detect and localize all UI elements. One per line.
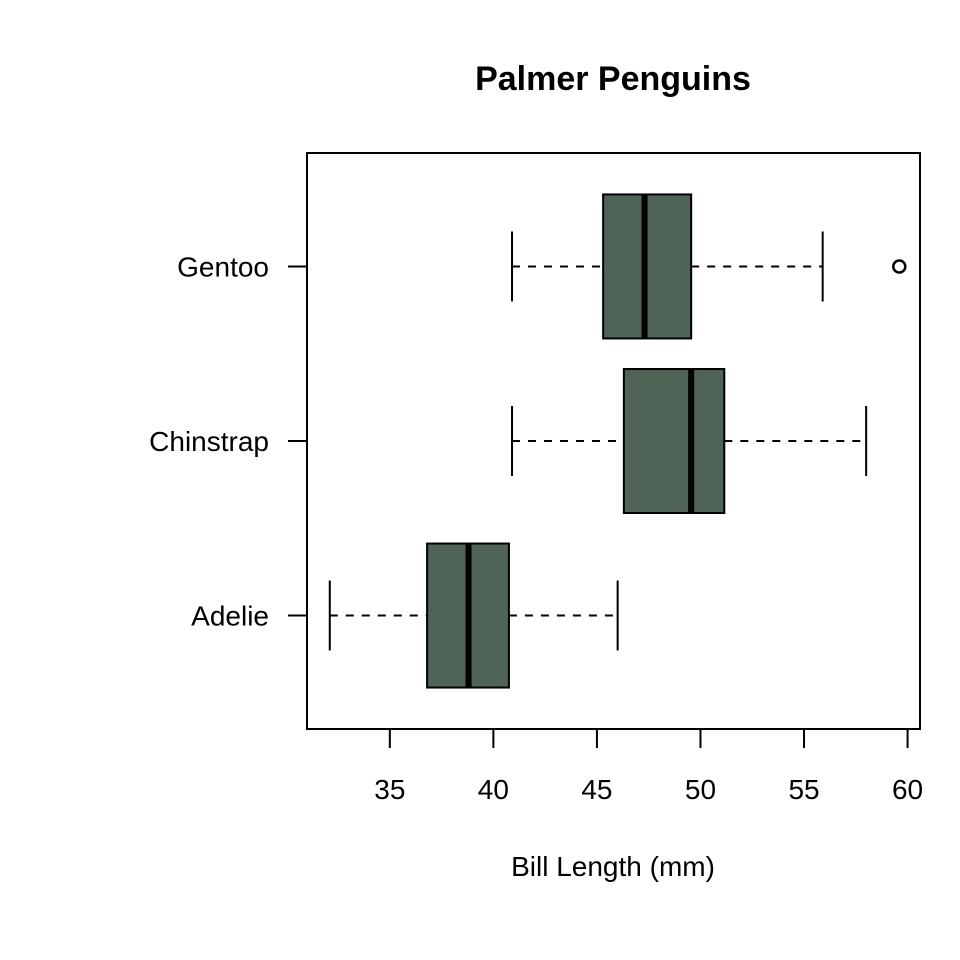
x-tick-label: 50 — [685, 774, 716, 805]
box-group-chinstrap — [511, 368, 868, 514]
y-tick-label: Adelie — [191, 601, 269, 632]
boxes-layer — [328, 193, 907, 689]
x-tick-label: 35 — [374, 774, 405, 805]
box-group-gentoo — [511, 193, 907, 340]
x-axis-label: Bill Length (mm) — [511, 851, 715, 882]
x-axis: 35 40 45 50 55 60 — [374, 728, 923, 805]
y-tick-label: Gentoo — [177, 251, 269, 282]
box-group-adelie — [328, 542, 619, 689]
iqr-box — [622, 368, 726, 514]
outlier-point — [892, 259, 907, 274]
chart-title: Palmer Penguins — [475, 60, 751, 98]
x-tick-label: 60 — [892, 774, 923, 805]
y-tick-label: Chinstrap — [149, 426, 269, 457]
y-axis: Adelie Chinstrap Gentoo — [149, 251, 308, 632]
x-tick-label: 55 — [788, 774, 819, 805]
x-tick-label: 40 — [478, 774, 509, 805]
x-tick-label: 45 — [581, 774, 612, 805]
